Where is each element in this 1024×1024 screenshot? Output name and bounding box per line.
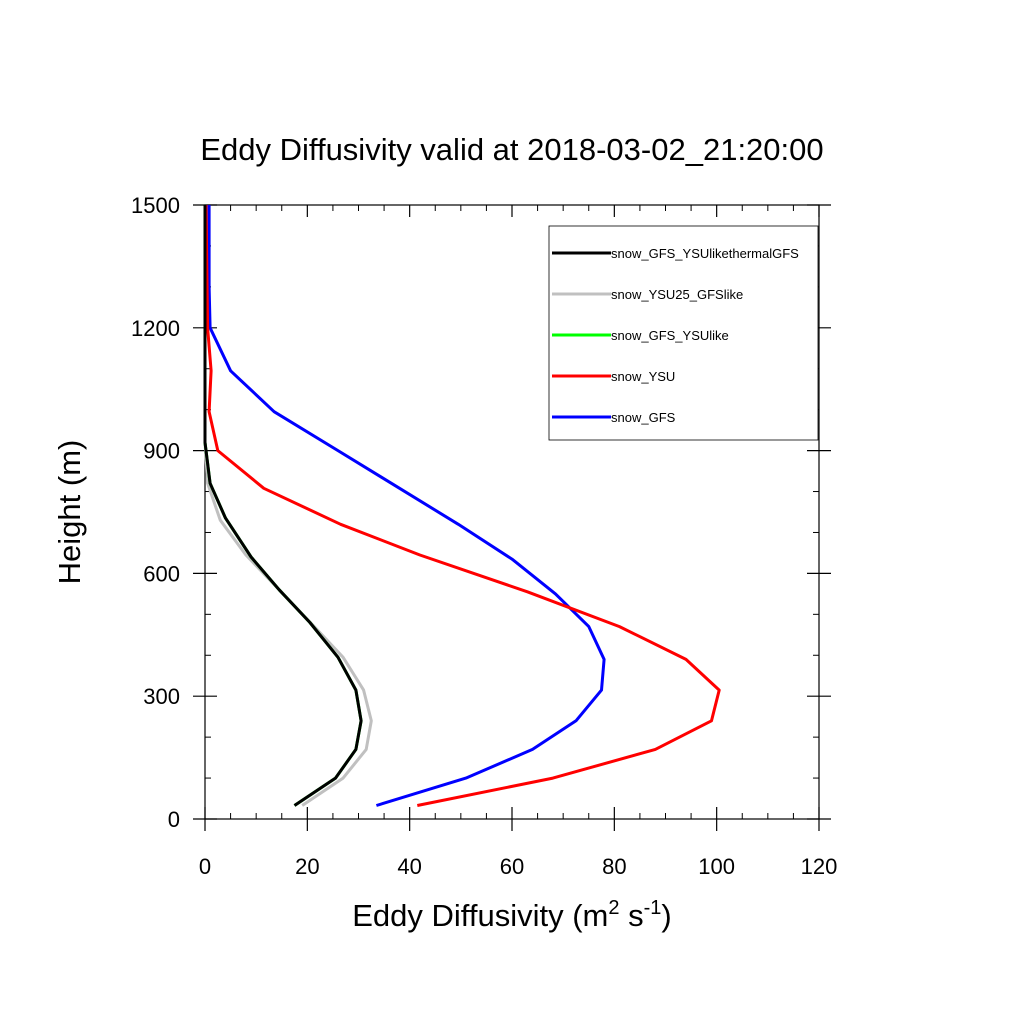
series-line-snow_YSU — [204, 204, 721, 807]
legend-label: snow_YSU — [611, 369, 675, 384]
chart-title: Eddy Diffusivity valid at 2018-03-02_21:… — [200, 132, 823, 167]
x-tick-label: 20 — [295, 854, 319, 879]
legend-label: snow_GFS — [611, 410, 676, 425]
y-axis-title: Height (m) — [52, 440, 87, 585]
x-axis-title-main: Eddy Diffusivity (m — [352, 898, 608, 933]
y-tick-label: 600 — [143, 561, 180, 586]
y-tick-label: 900 — [143, 439, 180, 464]
y-tick-label: 1500 — [131, 193, 180, 218]
x-tick-label: 100 — [698, 854, 735, 879]
x-axis-title-sup2: -1 — [644, 897, 662, 919]
x-tick-label: 80 — [602, 854, 626, 879]
series-lines — [203, 204, 721, 807]
x-axis-title-mid: s — [619, 898, 643, 933]
y-tick-label: 300 — [143, 684, 180, 709]
x-tick-label: 120 — [801, 854, 838, 879]
legend-label: snow_GFS_YSUlikethermalGFS — [611, 246, 799, 261]
legend-label: snow_GFS_YSUlike — [611, 328, 729, 343]
x-tick-label: 60 — [500, 854, 524, 879]
x-axis-title-end: ) — [661, 898, 671, 933]
x-tick-labels: 0 20 40 60 80 100 120 — [199, 854, 837, 879]
legend: snow_GFS_YSUlikethermalGFS snow_YSU25_GFS… — [548, 225, 819, 441]
x-tick-label: 40 — [397, 854, 421, 879]
series-line-snow_YSU25_GFSlike — [203, 205, 373, 807]
series-line-snow_GFS — [207, 205, 606, 807]
y-tick-label: 1200 — [131, 316, 180, 341]
series-line-snow_GFS_YSUlike — [203, 205, 363, 807]
major-ticks — [193, 204, 831, 831]
x-axis-title-sup1: 2 — [608, 897, 619, 919]
legend-box — [548, 225, 819, 441]
legend-label: snow_YSU25_GFSlike — [611, 287, 743, 302]
y-tick-label: 0 — [168, 807, 180, 832]
series-line-snow_GFS_YSUlikethermalGFS — [203, 205, 363, 807]
y-tick-labels: 0 300 600 900 1200 1500 — [131, 193, 180, 832]
x-tick-label: 0 — [199, 854, 211, 879]
x-axis-title: Eddy Diffusivity (m2 s-1) — [352, 897, 671, 933]
minor-ticks — [205, 205, 819, 819]
